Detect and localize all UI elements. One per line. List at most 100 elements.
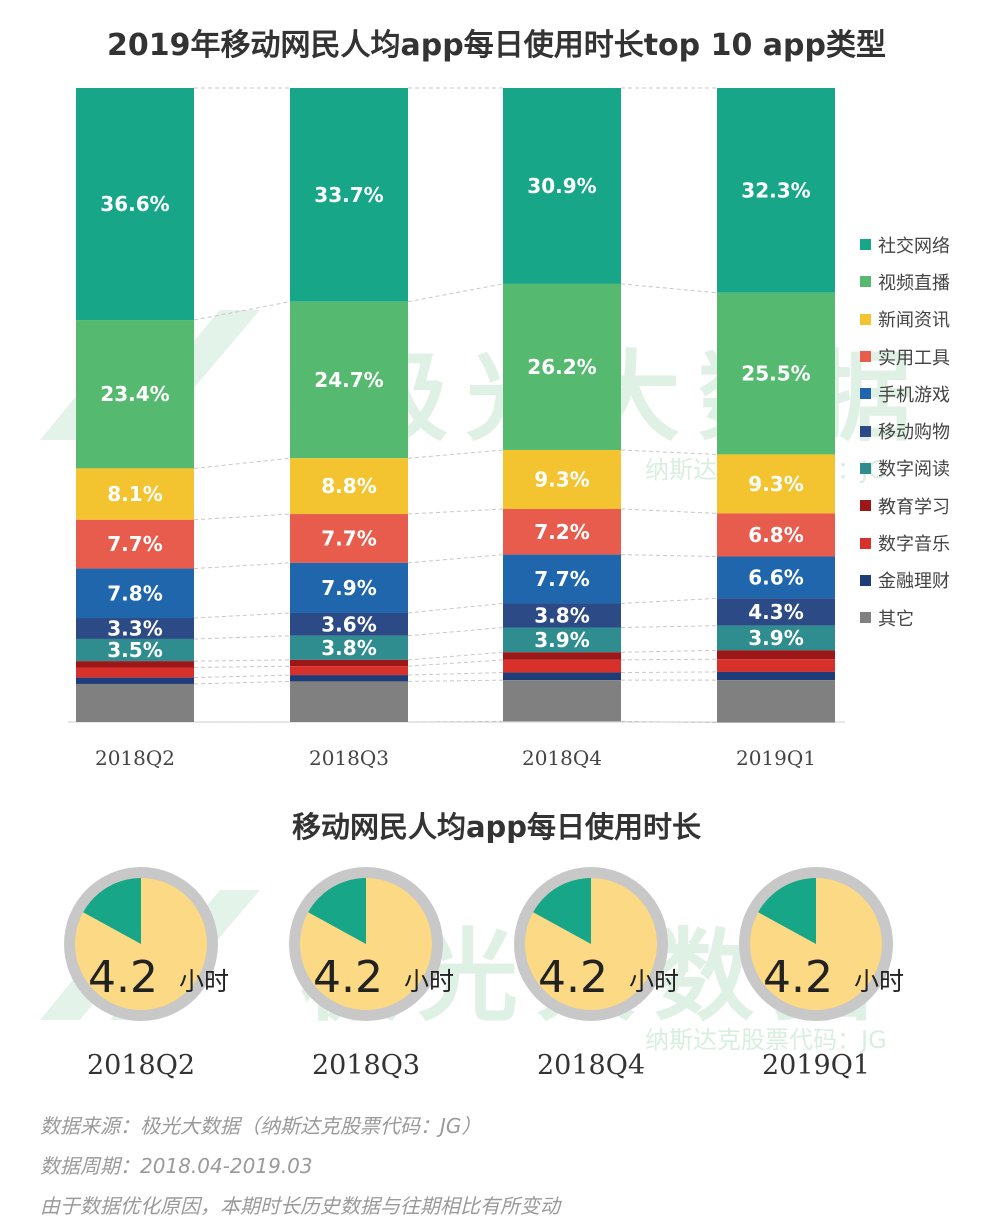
bar-segment	[503, 554, 621, 604]
bar-segment	[290, 458, 408, 515]
data-label: 4.3%	[748, 600, 803, 624]
data-label: 32.3%	[741, 178, 810, 202]
x-tick-label: 2019Q1	[736, 746, 816, 770]
bar-segment	[76, 519, 194, 569]
connector-line	[620, 658, 718, 661]
pie-slice	[308, 878, 366, 944]
data-label: 26.2%	[527, 355, 596, 379]
legend-label: 实用工具	[878, 347, 950, 369]
bar-segment	[290, 635, 408, 660]
bar-segment	[290, 666, 408, 676]
pie-category-label: 2019Q1	[762, 1050, 870, 1081]
pie-value-label: 4.2	[88, 952, 158, 1003]
bar-segment	[503, 672, 621, 681]
data-label: 6.8%	[748, 523, 803, 547]
data-label: 3.9%	[534, 628, 589, 652]
connector-line	[620, 508, 718, 514]
bar-segment	[290, 681, 408, 722]
data-label: 3.9%	[748, 626, 803, 650]
connector-line	[193, 665, 291, 668]
connector-line	[193, 612, 291, 619]
connector-line	[620, 625, 718, 629]
bar-segment	[717, 454, 835, 514]
connector-line	[407, 651, 504, 661]
legend-swatch	[860, 574, 871, 586]
pie-charts: 4.2 小时 2018Q2 4.2 小时 2018Q3 4.2 小时 2018Q4 4.2 小时 20…	[64, 867, 904, 1081]
pie-slice	[533, 878, 591, 944]
connector-line	[193, 301, 291, 321]
bar-segment	[503, 88, 621, 284]
bar-segment	[717, 625, 835, 651]
legend-label: 视频直播	[878, 272, 950, 294]
bar-segment	[503, 450, 621, 509]
legend-item: 手机游戏	[860, 375, 950, 412]
bar-segment	[290, 301, 408, 459]
data-label: 25.5%	[741, 362, 810, 386]
data-label: 7.7%	[534, 567, 589, 591]
legend-item: 金融理财	[860, 562, 950, 599]
data-label: 3.8%	[534, 603, 589, 627]
bar-segment	[76, 667, 194, 678]
bar-segment	[717, 88, 835, 293]
bar-segment	[76, 320, 194, 469]
connector-line	[620, 283, 718, 294]
legend-item: 实用工具	[860, 338, 950, 375]
bar-segment	[717, 513, 835, 557]
connector-line	[620, 449, 718, 455]
data-label: 3.5%	[107, 638, 162, 662]
legend-label: 新闻资讯	[878, 310, 950, 332]
legend-swatch	[860, 388, 871, 400]
legend-item: 其它	[860, 599, 950, 636]
pie-category-label: 2018Q3	[312, 1050, 420, 1081]
legend-item: 教育学习	[860, 487, 950, 524]
pie-category-label: 2018Q4	[537, 1050, 645, 1081]
pie-value-label: 4.2	[313, 952, 383, 1003]
pie-value-label: 4.2	[763, 952, 833, 1003]
connector-line	[620, 649, 718, 653]
bar-segment	[717, 680, 835, 723]
bar-segment	[76, 638, 194, 662]
legend-item: 数字音乐	[860, 524, 950, 561]
data-label: 30.9%	[527, 174, 596, 198]
connector-line	[620, 720, 718, 724]
connector-line	[193, 659, 291, 662]
legend-item: 新闻资讯	[860, 301, 950, 338]
pie-value-label: 4.2	[538, 952, 608, 1003]
bar-segment	[717, 292, 835, 455]
connector-line	[407, 679, 504, 682]
connector-line	[620, 597, 718, 604]
bar-segment	[76, 88, 194, 321]
bar-segment	[717, 650, 835, 660]
x-tick-label: 2018Q3	[309, 746, 389, 770]
chart-title: 2019年移动网民人均app每日使用时长top 10 app类型	[107, 28, 886, 63]
legend-label: 数字阅读	[878, 459, 950, 481]
pie-slice	[83, 878, 141, 944]
data-label: 7.7%	[321, 526, 376, 550]
bar-segment	[290, 675, 408, 682]
connector-line	[193, 635, 291, 640]
legend-label: 手机游戏	[878, 384, 950, 406]
connector-line	[193, 457, 291, 469]
legend: 社交网络 视频直播 新闻资讯 实用工具 手机游戏 移动购物 数字阅读 教育学习 数字音乐 金融理财…	[860, 226, 950, 636]
bar-segment	[76, 568, 194, 619]
connector-line	[407, 554, 504, 564]
legend-swatch	[860, 351, 871, 363]
x-tick-label: 2018Q4	[522, 746, 602, 770]
connector-line	[620, 554, 718, 558]
connector-line	[407, 449, 504, 459]
connector-line	[193, 562, 291, 570]
bar-segment	[503, 627, 621, 653]
connector-line	[620, 671, 718, 674]
bar-segment	[290, 88, 408, 302]
data-label: 3.6%	[321, 612, 376, 636]
bar-segment	[290, 612, 408, 636]
bar-segment	[717, 671, 835, 681]
bar-segment	[290, 562, 408, 613]
bar-segment	[76, 468, 194, 520]
connector-line	[407, 720, 504, 723]
bar-segment	[503, 659, 621, 673]
data-label: 3.3%	[107, 616, 162, 640]
legend-swatch	[860, 537, 871, 549]
bar-segment	[503, 652, 621, 660]
pie-section-title: 移动网民人均app每日使用时长	[291, 810, 702, 844]
